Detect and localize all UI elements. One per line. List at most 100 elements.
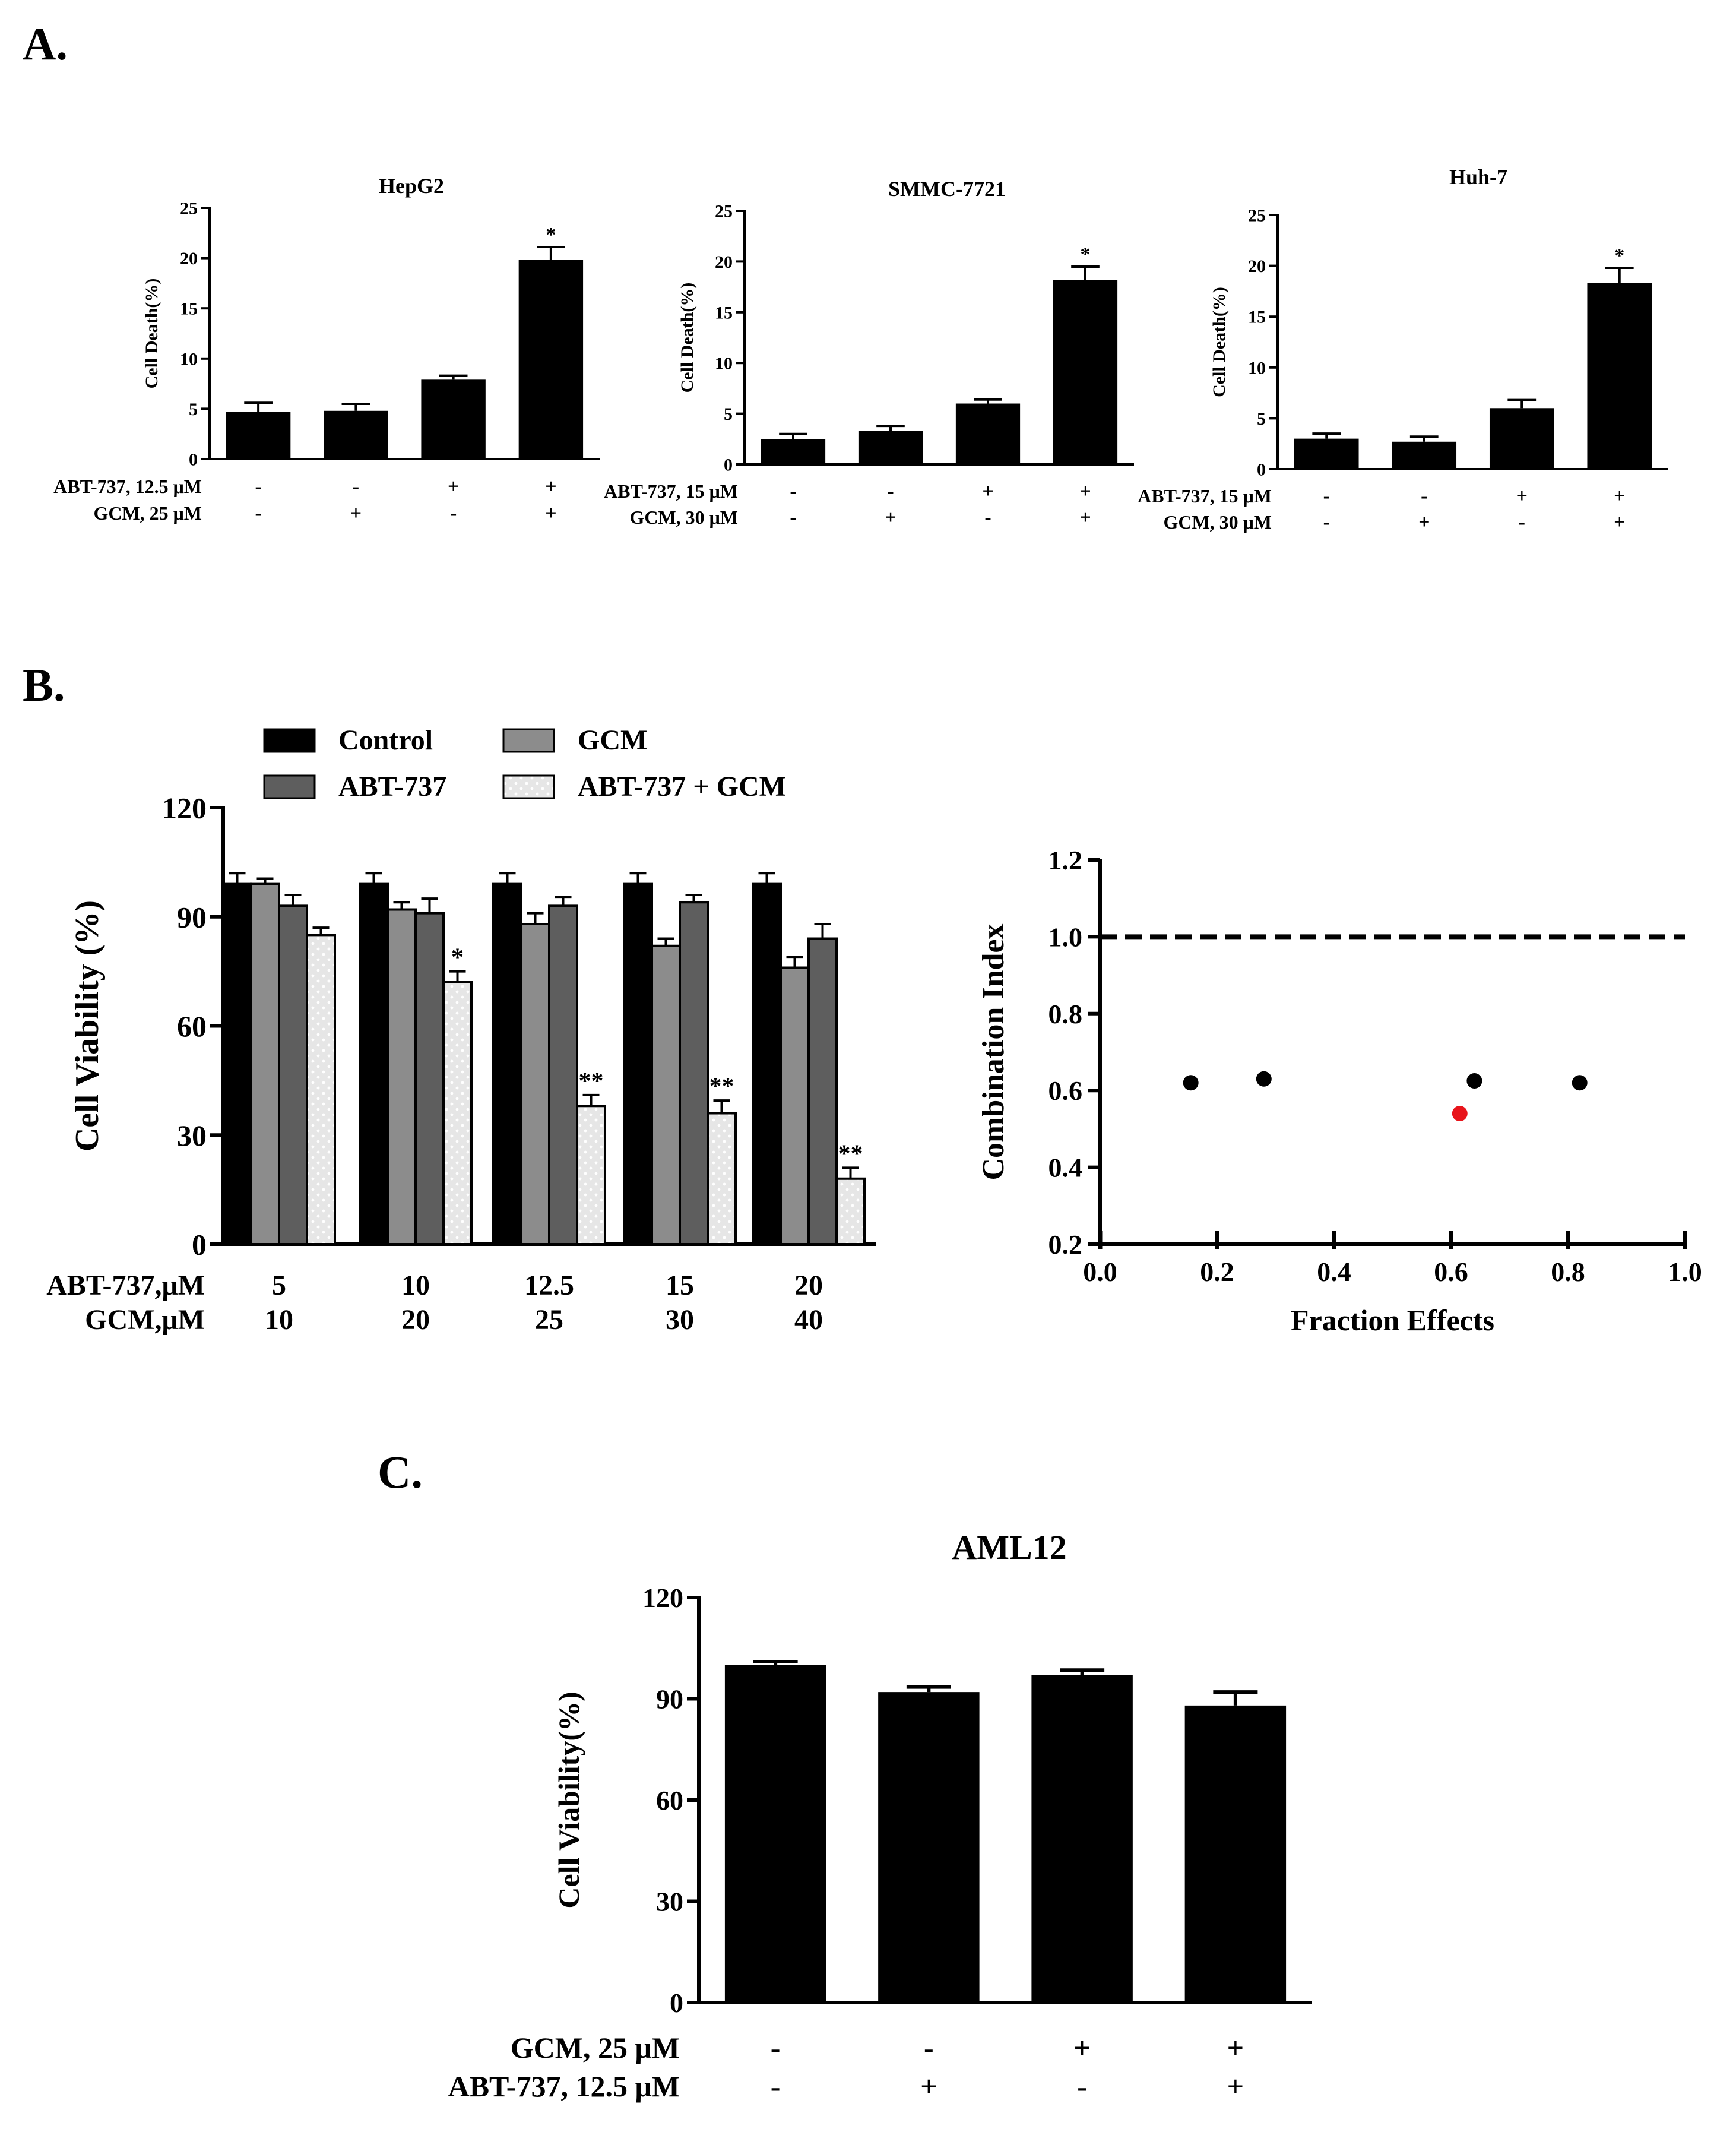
bar xyxy=(387,908,417,1245)
condition-sign: - xyxy=(255,476,261,498)
bar xyxy=(651,944,681,1245)
y-tick-label: 0.4 xyxy=(1048,1153,1083,1183)
category-value: 5 xyxy=(272,1270,286,1301)
legend-label: Control xyxy=(338,725,433,756)
legend-swatch xyxy=(502,728,555,753)
x-tick-label: 0.2 xyxy=(1200,1257,1234,1287)
y-tick-label: 1.0 xyxy=(1048,922,1083,952)
bar xyxy=(780,966,810,1245)
category-value: 10 xyxy=(265,1304,293,1336)
y-tick-label: 15 xyxy=(715,303,733,322)
x-tick-label: 0.6 xyxy=(1434,1257,1468,1287)
legend-label: GCM xyxy=(578,725,647,756)
combination-index-chart: 0.20.40.60.81.01.20.0 0.2 0.4 0.6 0.8 1.0Frac… xyxy=(977,845,1702,1337)
bar xyxy=(1053,280,1118,464)
condition-sign: + xyxy=(1227,2031,1244,2064)
y-tick-label: 120 xyxy=(642,1583,683,1613)
condition-sign: - xyxy=(1519,511,1525,533)
bar xyxy=(306,934,336,1245)
chart-title: Huh-7 xyxy=(1449,165,1507,189)
bar xyxy=(226,412,291,459)
y-axis-title: Combination Index xyxy=(977,924,1010,1181)
bar xyxy=(1489,408,1554,469)
bar xyxy=(278,904,308,1245)
category-value: 12.5 xyxy=(524,1270,574,1301)
x-tick-label: 0.0 xyxy=(1083,1257,1117,1287)
significance-marker: * xyxy=(1614,245,1624,267)
condition-sign: - xyxy=(771,2031,781,2064)
condition-sign: + xyxy=(350,502,362,524)
condition-sign: - xyxy=(1077,2070,1087,2103)
y-tick-label: 25 xyxy=(1248,206,1266,226)
condition-label: ABT-737, 15 μM xyxy=(604,480,738,502)
condition-sign: + xyxy=(920,2070,937,2103)
y-tick-label: 0 xyxy=(1257,460,1266,480)
condition-sign: - xyxy=(450,502,457,524)
y-tick-label: 5 xyxy=(724,404,733,424)
condition-sign: + xyxy=(1614,511,1625,533)
significance-marker: * xyxy=(1081,243,1091,265)
bar xyxy=(1587,283,1652,469)
y-tick-label: 90 xyxy=(177,900,207,934)
bar xyxy=(761,439,826,464)
bar xyxy=(1031,1675,1133,2003)
y-tick-label: 0.8 xyxy=(1048,999,1083,1029)
significance-marker: * xyxy=(546,224,556,246)
y-tick-label: 20 xyxy=(715,252,733,272)
bar xyxy=(724,1665,826,2003)
panel-label-a: A. xyxy=(23,18,68,69)
bar xyxy=(835,1177,866,1245)
condition-label: ABT-737, 12.5 μM xyxy=(448,2070,680,2103)
significance-marker: ** xyxy=(709,1073,734,1100)
y-tick-label: 20 xyxy=(180,249,198,268)
y-tick-label: 90 xyxy=(656,1684,683,1715)
condition-sign: + xyxy=(1614,485,1625,507)
significance-marker: ** xyxy=(579,1068,604,1095)
bar xyxy=(858,431,923,464)
condition-sign: + xyxy=(1073,2031,1091,2064)
y-tick-label: 25 xyxy=(715,202,733,222)
bar xyxy=(421,379,486,459)
highlighted-data-point xyxy=(1452,1106,1468,1122)
y-tick-label: 15 xyxy=(180,299,198,319)
data-point xyxy=(1256,1071,1272,1087)
chart-title: AML12 xyxy=(952,1528,1066,1567)
category-value: 30 xyxy=(666,1304,694,1336)
condition-label: GCM, 25 μM xyxy=(93,502,202,524)
condition-sign: + xyxy=(1079,480,1091,502)
y-tick-label: 0 xyxy=(724,455,733,475)
x-tick-label: 1.0 xyxy=(1668,1257,1702,1287)
y-tick-label: 0 xyxy=(670,1988,683,2018)
legend-swatch xyxy=(263,774,316,799)
bar xyxy=(492,882,522,1245)
chart-title: HepG2 xyxy=(379,174,444,198)
condition-label: GCM, 30 μM xyxy=(629,507,738,528)
condition-sign: - xyxy=(353,476,359,498)
category-value: 20 xyxy=(401,1304,430,1336)
huh7-chart: 0 5 10 15 20 25 Huh-7 Cell Death(%) - - - + + - * + + ABT… xyxy=(1138,165,1668,533)
y-axis-title: Cell Death(%) xyxy=(142,279,161,389)
y-tick-label: 25 xyxy=(180,199,198,219)
x-axis-title: Fraction Effects xyxy=(1291,1304,1494,1337)
condition-sign: - xyxy=(984,507,991,529)
y-tick-label: 1.2 xyxy=(1048,845,1083,875)
y-tick-label: 5 xyxy=(189,400,198,419)
significance-marker: * xyxy=(451,944,464,972)
y-tick-label: 5 xyxy=(1257,409,1266,429)
y-axis-title: Cell Death(%) xyxy=(1209,287,1229,397)
condition-sign: - xyxy=(790,507,796,529)
category-row-label: ABT-737,μM xyxy=(46,1270,205,1301)
y-axis-title: Cell Viability(%) xyxy=(552,1691,585,1908)
smmc7721-chart: 0 5 10 15 20 25 SMMC-7721 Cell Death(%) - - - + + - * +… xyxy=(604,177,1134,529)
y-tick-label: 10 xyxy=(1248,358,1266,378)
y-tick-label: 120 xyxy=(162,792,207,825)
condition-sign: + xyxy=(982,480,993,502)
y-tick-label: 0.6 xyxy=(1048,1076,1083,1106)
condition-sign: + xyxy=(1516,485,1528,507)
legend-swatch xyxy=(263,728,316,753)
condition-sign: - xyxy=(1323,511,1330,533)
condition-label: GCM, 25 μM xyxy=(511,2031,680,2064)
condition-sign: - xyxy=(255,502,261,524)
legend-label: ABT-737 xyxy=(338,771,446,802)
bar xyxy=(250,882,280,1245)
